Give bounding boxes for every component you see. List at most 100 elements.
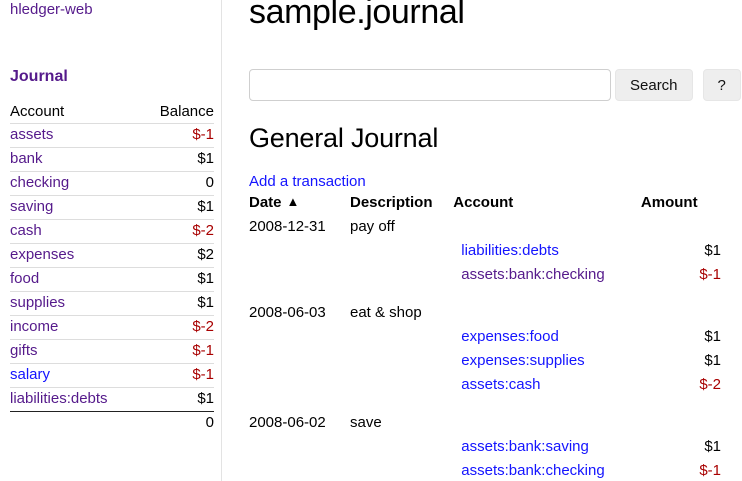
- posting-amount: $1: [704, 328, 721, 345]
- account-link-gifts[interactable]: gifts: [10, 342, 38, 359]
- add-transaction-link[interactable]: Add a transaction: [249, 173, 366, 190]
- transaction-row: 2008-12-31 pay off: [249, 215, 721, 239]
- posting-date-blank: [249, 435, 350, 459]
- account-row-name-cell: assets: [10, 123, 142, 148]
- account-link-checking[interactable]: checking: [10, 174, 70, 191]
- transaction-account-spacer: [453, 411, 633, 435]
- posting-description-blank: [350, 325, 453, 349]
- posting-description-blank: [350, 239, 453, 263]
- transaction-spacer: [249, 287, 721, 301]
- transaction-spacer-cell: [249, 287, 721, 301]
- account-link-cash[interactable]: cash: [10, 222, 42, 239]
- posting-amount: $-1: [699, 462, 721, 479]
- transaction-date: 2008-06-02: [249, 414, 326, 431]
- account-link-food[interactable]: food: [10, 270, 40, 287]
- sort-ascending-caret-icon: ▲: [286, 194, 300, 209]
- account-row-name-cell: cash: [10, 219, 142, 244]
- account-row-name-cell: income: [10, 315, 142, 340]
- posting-amount: $-2: [699, 376, 721, 393]
- search-help-button[interactable]: ?: [702, 69, 741, 101]
- account-row-balance: $1: [141, 195, 214, 220]
- account-row-name-cell: expenses: [10, 243, 142, 268]
- account-total-row: 0: [10, 411, 214, 435]
- posting-date-blank: [249, 239, 350, 263]
- account-link-supplies[interactable]: supplies: [10, 294, 66, 311]
- posting-account-link[interactable]: expenses:food: [461, 328, 559, 345]
- posting-account-link[interactable]: assets:bank:checking: [461, 462, 605, 479]
- account-row-name-cell: salary: [10, 363, 142, 388]
- account-total-balance: 0: [141, 411, 214, 435]
- posting-account-link[interactable]: assets:cash: [461, 376, 541, 393]
- posting-date-blank: [249, 373, 350, 397]
- account-link-income[interactable]: income: [10, 318, 59, 335]
- account-row: expenses $2: [10, 243, 214, 268]
- transaction-row: 2008-06-03 eat & shop: [249, 301, 721, 325]
- account-row: cash $-2: [10, 219, 214, 244]
- account-row: salary $-1: [10, 363, 214, 388]
- posting-account-link[interactable]: assets:bank:saving: [461, 438, 589, 455]
- posting-description-blank: [350, 349, 453, 373]
- transactions-table-body: 2008-12-31 pay off liabilities:debts $1 asse…: [249, 215, 721, 481]
- account-link-salary[interactable]: salary: [10, 366, 51, 383]
- posting-amount: $1: [704, 438, 721, 455]
- posting-account-link[interactable]: assets:bank:checking: [461, 266, 605, 283]
- search-button[interactable]: Search: [615, 69, 693, 101]
- search-input[interactable]: [249, 69, 611, 101]
- account-row-balance: $1: [141, 387, 214, 412]
- account-column-header[interactable]: Account: [453, 194, 514, 211]
- transactions-header-row: Date ▲ Description Account Amount: [249, 194, 721, 215]
- account-table-body: assets $-1 bank $1 checking 0 saving $1 cash $-2 e…: [10, 123, 214, 435]
- posting-account-link[interactable]: liabilities:debts: [461, 242, 559, 259]
- account-row-name-cell: gifts: [10, 339, 142, 364]
- transaction-spacer-cell: [249, 397, 721, 411]
- posting-row: expenses:food $1: [249, 325, 721, 349]
- account-row-balance: $1: [141, 267, 214, 292]
- posting-account-cell: assets:bank:checking: [453, 459, 633, 481]
- posting-amount: $1: [704, 352, 721, 369]
- account-total-label: [10, 411, 142, 435]
- transaction-description: save: [349, 414, 382, 431]
- account-row-name-cell: saving: [10, 195, 142, 220]
- posting-date-blank: [249, 349, 350, 373]
- account-link-expenses[interactable]: expenses: [10, 246, 75, 263]
- account-link-liabilities-debts[interactable]: liabilities:debts: [10, 390, 108, 407]
- account-row-name-cell: checking: [10, 171, 142, 196]
- account-table-header-row: Account Balance: [10, 102, 214, 124]
- account-link-saving[interactable]: saving: [10, 198, 54, 215]
- description-column-header[interactable]: Description: [349, 194, 433, 211]
- page-title: sample.journal: [249, 0, 465, 31]
- amount-column-header[interactable]: Amount: [640, 194, 698, 211]
- posting-account-cell: assets:bank:saving: [453, 435, 633, 459]
- account-row: gifts $-1: [10, 339, 214, 364]
- account-link-assets[interactable]: assets: [10, 126, 54, 143]
- posting-account-link[interactable]: expenses:supplies: [461, 352, 585, 369]
- transaction-row: 2008-06-02 save: [249, 411, 721, 435]
- account-link-bank[interactable]: bank: [10, 150, 43, 167]
- posting-row: expenses:supplies $1: [249, 349, 721, 373]
- account-balances-table: Account Balance assets $-1 bank $1 checking 0…: [10, 102, 214, 435]
- posting-date-blank: [249, 263, 350, 287]
- account-row: liabilities:debts $1: [10, 387, 214, 412]
- sidebar: hledger-web Journal Account Balance asse…: [0, 0, 222, 481]
- transaction-date: 2008-12-31: [249, 218, 326, 235]
- account-row: income $-2: [10, 315, 214, 340]
- account-row-name-cell: bank: [10, 147, 142, 172]
- account-row: bank $1: [10, 147, 214, 172]
- account-row-name-cell: food: [10, 267, 142, 292]
- account-column-header: Account: [10, 103, 65, 120]
- posting-description-blank: [350, 263, 453, 287]
- sidebar-heading-journal[interactable]: Journal: [10, 68, 68, 85]
- transaction-account-spacer: [453, 301, 633, 325]
- posting-account-cell: liabilities:debts: [453, 239, 633, 263]
- account-row-balance: $-1: [141, 123, 214, 148]
- account-row-balance: $1: [141, 291, 214, 316]
- main-content: sample.journal Search ? General Journal …: [223, 0, 742, 481]
- balance-column-header: Balance: [159, 103, 214, 120]
- account-row-balance: $2: [141, 243, 214, 268]
- transactions-table: Date ▲ Description Account Amount 2008-12…: [249, 194, 721, 481]
- account-row-balance: $-1: [141, 363, 214, 388]
- date-column-header[interactable]: Date ▲: [249, 194, 350, 215]
- app-brand-link[interactable]: hledger-web: [10, 1, 93, 18]
- account-row-balance: $1: [141, 147, 214, 172]
- posting-row: assets:bank:checking $-1: [249, 459, 721, 481]
